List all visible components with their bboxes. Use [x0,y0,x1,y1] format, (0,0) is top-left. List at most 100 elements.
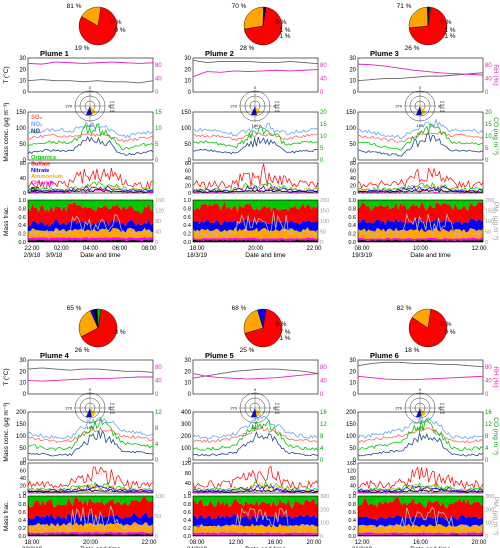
plume-panel-2: 70 %28 %1 %0 %1 %Plume 20102030040800901… [181,3,329,259]
fraction-area [28,496,153,520]
co-tick: 0 [320,458,324,464]
x-tick-date: 3/9/18 [46,253,63,259]
fraction-area [193,239,318,242]
rh-tick: 0 [320,392,324,398]
compass-label: 90 [438,406,443,411]
rh-tick: 40 [485,76,492,82]
temp-tick: 30 [184,56,191,62]
species-line [357,482,484,492]
pm-tick: 50 [485,230,491,236]
pm-tick: 50 [155,514,161,520]
x-tick: 08:00 [141,246,157,252]
species-line [192,465,319,490]
pm-tick: 50 [320,230,326,236]
temp-line [192,368,319,379]
fraction-tick: 0.2 [183,526,191,532]
rh-tick: 40 [155,76,162,82]
gas-line [192,136,319,155]
species-tick: 60 [350,169,356,175]
legend-species: Ammonium [31,174,63,180]
fraction-tick: 0.4 [18,518,26,524]
y-axis-label: T (°C) [2,368,10,385]
co-tick: 12 [320,422,327,428]
pm-tick: 0 [320,534,323,540]
pie-label: 0 % [275,321,286,328]
gas-tick: 300 [181,422,192,428]
x-tick: 12:00 [354,540,370,546]
fraction-tick: 0.4 [18,223,26,229]
gas-frame [357,111,484,161]
pm-tick: 80 [155,219,161,225]
x-tick: 18:00 [24,540,40,546]
x-tick: 04:00 [83,246,99,252]
pie-label: 81 % [67,3,82,10]
x-tick: 08:00 [189,540,205,546]
pm-tick: 0 [320,240,323,246]
co-tick: 8 [155,426,159,432]
co-tick: 0 [155,458,159,464]
x-axis-label: Date and time [80,252,121,259]
co-tick: 16 [320,410,327,416]
gas-tick: 50 [184,142,191,148]
plume-title: Plume 5 [205,351,234,360]
pie-label: 70 % [232,3,247,10]
gas-tick: 400 [181,410,192,416]
legend-species: Chloride [31,181,55,187]
species-line [192,489,319,493]
species-line [27,184,154,193]
fraction-tick: 0.8 [18,502,26,508]
wind-compass: 0 90 180 270 [395,85,445,128]
x-tick: 16:00 [267,540,283,546]
fraction-area [358,534,483,536]
species-tick: 20 [185,184,191,190]
species-tick: 80 [20,161,26,167]
temp-frame [27,57,154,93]
x-tick: 02:00 [54,246,70,252]
species-tick: 80 [185,161,191,167]
pm-tick: 100 [485,521,494,527]
temp-line [192,59,319,65]
gas-tick: 0 [188,158,192,164]
fraction-tick: 0.0 [348,240,356,246]
y-axis-label-right: CO (mg m⁻³) [492,117,499,155]
fraction-frame [27,199,154,243]
species-frame [192,162,319,194]
fraction-tick: 0.8 [348,206,356,212]
species-frame [27,462,154,494]
pie-label: 1 % [279,33,290,40]
gas-line [357,417,484,451]
fraction-area [358,237,483,241]
gas-line [27,133,154,143]
x-tick: 22:00 [141,540,157,546]
x-axis-label: Date and time [410,546,451,548]
pie-chart: 71 %26 %1 %0 %1 % [397,3,456,52]
temp-frame [192,57,319,93]
fraction-tick: 1.0 [183,198,191,204]
pm-line [27,505,154,531]
temp-tick: 10 [184,381,191,387]
pm-tick: 150 [485,209,494,215]
gas-line [192,425,319,444]
y-axis-label-right: PM₁ (μg m⁻³) [492,497,499,535]
plume-title: Plume 1 [40,49,69,58]
gas-tick: 100 [346,434,357,440]
y-axis-label-right: PM₁ (μg m⁻³) [492,202,499,240]
temp-line [357,72,484,82]
y-axis-label: T (°C) [2,66,10,83]
fraction-tick: 1.0 [348,494,356,500]
pm-tick: 0 [485,534,488,540]
legend-gas: NO [31,129,40,135]
fraction-tick: 0.6 [18,510,26,516]
pm-tick: 100 [155,494,164,500]
wind-sector [255,106,261,115]
co-tick: 5 [320,146,324,152]
fraction-tick: 0.8 [183,502,191,508]
pie-chart: 65 % 26 % 3 % [67,305,126,354]
species-tick: 0 [188,191,191,197]
fraction-frame [192,495,319,537]
co-tick: 12 [155,410,162,416]
co-tick: 10 [155,126,162,132]
species-line [357,188,484,193]
species-tick: 80 [185,471,191,477]
co-tick: 8 [485,434,489,440]
